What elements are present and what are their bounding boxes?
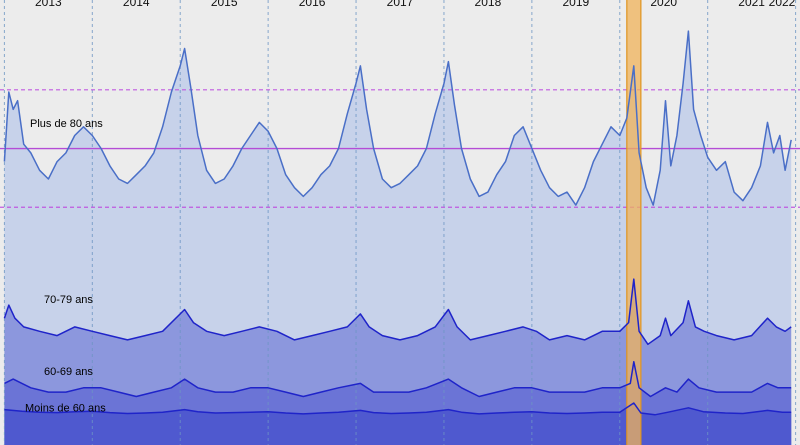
series-line-1	[3, 278, 792, 346]
x-tick-label-2016: 2016	[299, 0, 326, 9]
series-line-3	[4, 402, 792, 416]
x-tick-label-2015: 2015	[211, 0, 238, 9]
x-tick-label-2018: 2018	[475, 0, 502, 9]
x-tick-label-2020: 2020	[650, 0, 677, 9]
x-axis-ticks: 2013 2014 2015 2016 2017 2018 2019 2020 2021 2022	[35, 0, 796, 9]
series-label-3: Moins de 60 ans	[25, 402, 106, 414]
series-areas	[4, 31, 792, 445]
series-line-0	[3, 30, 792, 206]
x-tick-label-2013: 2013	[35, 0, 62, 9]
highlight-band-group	[626, 0, 642, 445]
x-tick-label-2014: 2014	[123, 0, 150, 9]
x-tick-label-2019: 2019	[562, 0, 589, 9]
x-tick-label-2021: 2021	[738, 0, 765, 9]
series-label-0: Plus de 80 ans	[30, 118, 103, 130]
series-line-2	[4, 360, 792, 398]
series-lines	[3, 30, 792, 416]
x-tick-label-2022: 2022	[769, 0, 796, 9]
series-labels: Plus de 80 ans 70-79 ans 60-69 ans Moins de…	[25, 118, 106, 414]
series-area-3	[4, 403, 792, 445]
series-label-2: 60-69 ans	[44, 366, 93, 378]
series-label-1: 70-79 ans	[44, 294, 93, 306]
x-tick-label-2017: 2017	[387, 0, 414, 9]
year-grid	[3, 0, 797, 445]
highlight-band	[626, 0, 641, 445]
reference-lines	[0, 89, 800, 208]
